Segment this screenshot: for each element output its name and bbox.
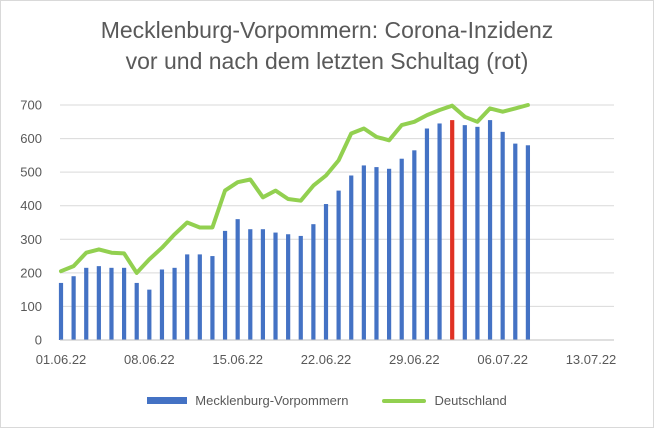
bar xyxy=(374,167,379,340)
legend-swatch-bar xyxy=(147,397,188,404)
bar xyxy=(222,230,228,340)
bar xyxy=(361,165,366,340)
bar xyxy=(134,282,139,340)
bar xyxy=(185,254,190,340)
y-tick-label: 100 xyxy=(20,299,42,314)
y-tick-label: 600 xyxy=(20,131,42,146)
x-tick-label: 01.06.22 xyxy=(36,352,87,367)
x-tick-label: 29.06.22 xyxy=(389,352,440,367)
chart-title-line-1: Mecklenburg-Vorpommern: Corona-Inzidenz xyxy=(100,17,554,43)
x-tick-label: 15.06.22 xyxy=(212,352,263,367)
x-tick-label: 06.07.22 xyxy=(477,352,528,367)
legend-item-mecklenburg-vorpommern: Mecklenburg-Vorpommern xyxy=(147,393,348,408)
x-tick-label: 22.06.22 xyxy=(301,352,352,367)
bar xyxy=(172,267,177,340)
bar xyxy=(412,150,417,340)
bar xyxy=(96,266,101,340)
bar xyxy=(235,219,240,340)
bar xyxy=(386,168,392,340)
x-tick-label: 13.07.22 xyxy=(566,352,617,367)
bar xyxy=(399,158,404,340)
bar xyxy=(513,143,518,340)
bar xyxy=(210,256,215,340)
y-tick-label: 300 xyxy=(20,232,42,247)
bar xyxy=(84,267,89,340)
bar xyxy=(500,131,505,340)
y-tick-label: 200 xyxy=(20,265,42,280)
bar xyxy=(525,145,531,340)
bar xyxy=(311,224,316,340)
bar xyxy=(487,120,493,340)
bar xyxy=(248,229,253,340)
bar xyxy=(437,123,442,340)
y-tick-label: 0 xyxy=(35,333,42,348)
bar-highlight-last-school-day xyxy=(450,120,455,340)
bar xyxy=(58,282,64,340)
bar xyxy=(336,190,341,340)
bar xyxy=(121,267,127,340)
line-series-deutschland xyxy=(59,103,530,275)
y-tick-label: 500 xyxy=(20,165,42,180)
bar xyxy=(462,125,467,341)
bar-series-mecklenburg-vorpommern xyxy=(58,120,531,341)
legend-swatch-line xyxy=(382,398,427,403)
x-tick-label: 08.06.22 xyxy=(124,352,175,367)
line-deutschland xyxy=(59,103,530,275)
bar xyxy=(286,234,291,340)
axes: 0 100 200 300 400 500 600 700 01.06.22 08.06.22 15… xyxy=(20,98,616,368)
bar xyxy=(260,229,266,340)
legend-label-mecklenburg-vorpommern: Mecklenburg-Vorpommern xyxy=(195,393,349,408)
legend-item-deutschland: Deutschland xyxy=(382,393,507,408)
bar xyxy=(147,289,152,340)
bar xyxy=(197,254,202,340)
bar xyxy=(323,204,329,340)
bar xyxy=(298,235,303,340)
bar xyxy=(475,126,480,340)
y-tick-label: 400 xyxy=(20,198,42,213)
bar xyxy=(349,175,354,340)
legend: Mecklenburg-Vorpommern Deutschland xyxy=(1,393,653,408)
y-tick-label: 700 xyxy=(20,98,42,113)
chart-title-line-2: vor und nach dem letzten Schultag (rot) xyxy=(125,48,529,74)
bar xyxy=(273,232,278,340)
bar xyxy=(71,276,76,340)
bar xyxy=(159,269,165,340)
chart-title: Mecklenburg-Vorpommern: Corona-Inzidenz … xyxy=(1,15,653,77)
legend-label-deutschland: Deutschland xyxy=(434,393,507,408)
bar xyxy=(424,128,430,340)
bar xyxy=(109,267,114,340)
